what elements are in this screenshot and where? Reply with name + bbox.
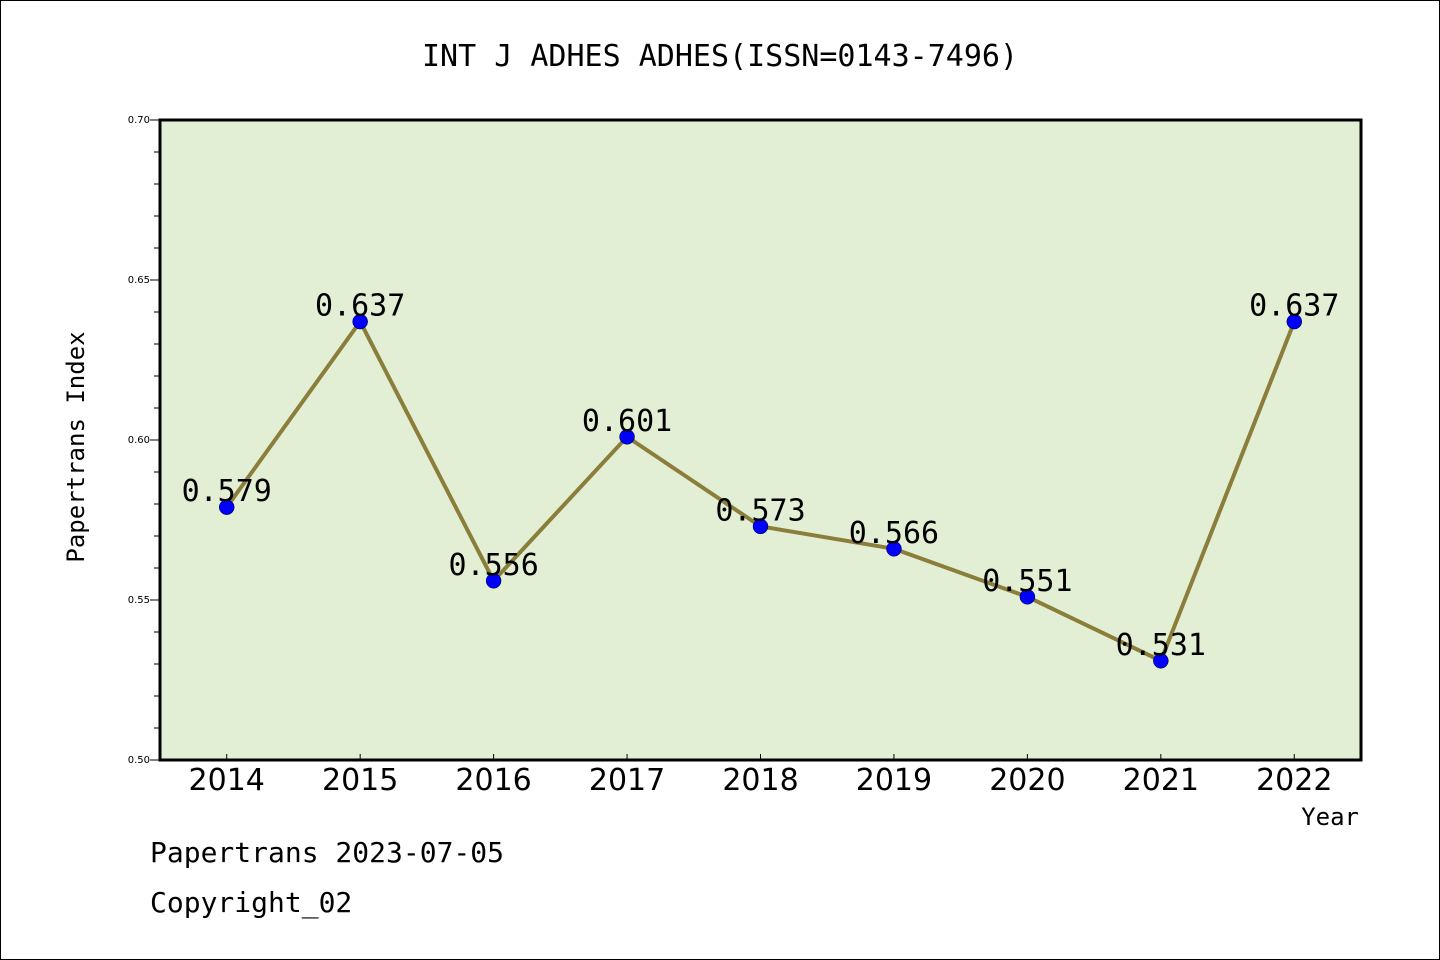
chart-title: INT J ADHES ADHES(ISSN=0143-7496)	[422, 39, 1018, 74]
x-tick-label: 2014	[189, 763, 265, 798]
x-tick-label: 2017	[589, 763, 665, 798]
data-labels: 0.579 0.637 0.556 0.601 0.573 0.566 0.551 0.531…	[182, 289, 1340, 663]
data-label: 0.551	[982, 564, 1072, 599]
data-point	[1286, 313, 1303, 330]
y-tick-label: 0.55	[128, 595, 150, 606]
data-label: 0.601	[582, 404, 672, 439]
plot-area	[158, 118, 1363, 762]
y-axis-label: Papertrans Index	[62, 331, 90, 562]
x-tick-label: 2022	[1256, 763, 1332, 798]
y-tick-label: 0.50	[128, 755, 150, 766]
series-papertrans-index	[218, 313, 1303, 669]
x-tick-label: 2021	[1123, 763, 1199, 798]
x-tick-label: 2016	[455, 763, 531, 798]
footer-date-text: Papertrans 2023-07-05	[150, 836, 505, 869]
x-tick-label: 2018	[722, 763, 798, 798]
data-label: 0.579	[182, 474, 272, 509]
x-tick-label: 2020	[989, 763, 1065, 798]
y-tick-label: 0.65	[128, 275, 150, 286]
data-point	[352, 313, 368, 330]
data-label: 0.531	[1116, 628, 1206, 663]
y-tick-label: 0.60	[128, 435, 150, 446]
footer-copyright-text: Copyright_02	[150, 886, 353, 919]
data-label: 0.637	[1249, 289, 1339, 324]
data-point	[1019, 589, 1036, 605]
x-axis-label: Year	[1301, 803, 1359, 831]
data-point	[218, 499, 235, 515]
x-tick-label: 2015	[322, 763, 398, 798]
data-label: 0.556	[448, 548, 538, 583]
data-label: 0.637	[315, 289, 405, 324]
data-point	[1153, 653, 1169, 669]
data-point	[752, 518, 769, 535]
data-point	[886, 541, 902, 557]
data-label: 0.573	[715, 493, 805, 528]
data-point	[619, 429, 635, 445]
y-axis-ticks: 0.50 0.55 0.60 0.65 0.70	[128, 115, 160, 766]
data-point	[485, 573, 502, 589]
data-label: 0.566	[849, 516, 939, 551]
x-tick-label: 2019	[856, 763, 932, 798]
x-axis-ticks: 2014 2015 2016 2017 2018 2019 2020 2021 2022	[189, 754, 1332, 798]
y-tick-label: 0.70	[128, 115, 150, 126]
